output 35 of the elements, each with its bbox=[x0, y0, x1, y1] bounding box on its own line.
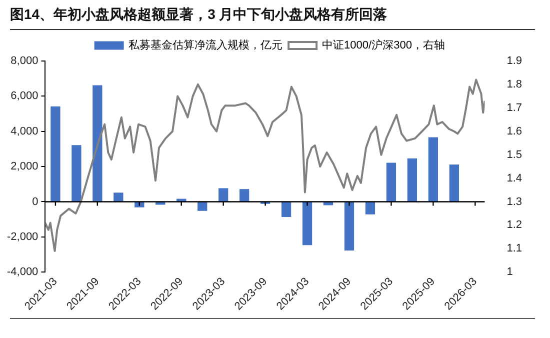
y2-tick-label: 1.2 bbox=[506, 219, 522, 232]
bar bbox=[365, 202, 376, 214]
bar bbox=[386, 162, 396, 202]
bar bbox=[72, 145, 82, 202]
y-tick-label: 8,000 bbox=[10, 55, 38, 68]
y2-tick-label: 1.7 bbox=[506, 102, 522, 114]
bar bbox=[428, 137, 438, 202]
y2-tick-label: 1.6 bbox=[506, 125, 522, 138]
y-tick-label: 2,000 bbox=[10, 160, 38, 173]
y-tick-label: -2,000 bbox=[6, 230, 38, 243]
bar bbox=[449, 164, 459, 202]
y-tick-label: -4,000 bbox=[6, 266, 38, 278]
bar bbox=[407, 158, 418, 202]
bar bbox=[218, 188, 228, 202]
chart-title: 图14、年初小盘风格超额显著，3 月中下旬小盘风格有所回落 bbox=[10, 6, 535, 30]
y-tick-label: 4,000 bbox=[10, 125, 38, 138]
bar bbox=[50, 106, 60, 202]
y2-tick-label: 1.1 bbox=[506, 242, 522, 255]
bar bbox=[198, 202, 208, 211]
y-tick-label: 6,000 bbox=[10, 90, 38, 102]
y-tick-label: 0 bbox=[32, 196, 38, 208]
legend-label: 私募基金估算净流入规模，亿元 bbox=[128, 38, 283, 52]
y2-tick-label: 1.3 bbox=[506, 196, 522, 208]
bar bbox=[344, 202, 354, 250]
bar bbox=[302, 202, 312, 246]
bar bbox=[281, 202, 292, 218]
bar bbox=[114, 192, 124, 202]
bar bbox=[92, 85, 102, 202]
bar bbox=[239, 189, 250, 202]
legend-label: 中证1000/沪深300，右轴 bbox=[322, 38, 445, 52]
y2-tick-label: 1.4 bbox=[506, 172, 522, 184]
y2-tick-label: 1 bbox=[506, 266, 513, 278]
y2-tick-label: 1.8 bbox=[506, 78, 522, 90]
y2-tick-label: 1.9 bbox=[506, 55, 522, 68]
y2-tick-label: 1.5 bbox=[506, 148, 522, 161]
